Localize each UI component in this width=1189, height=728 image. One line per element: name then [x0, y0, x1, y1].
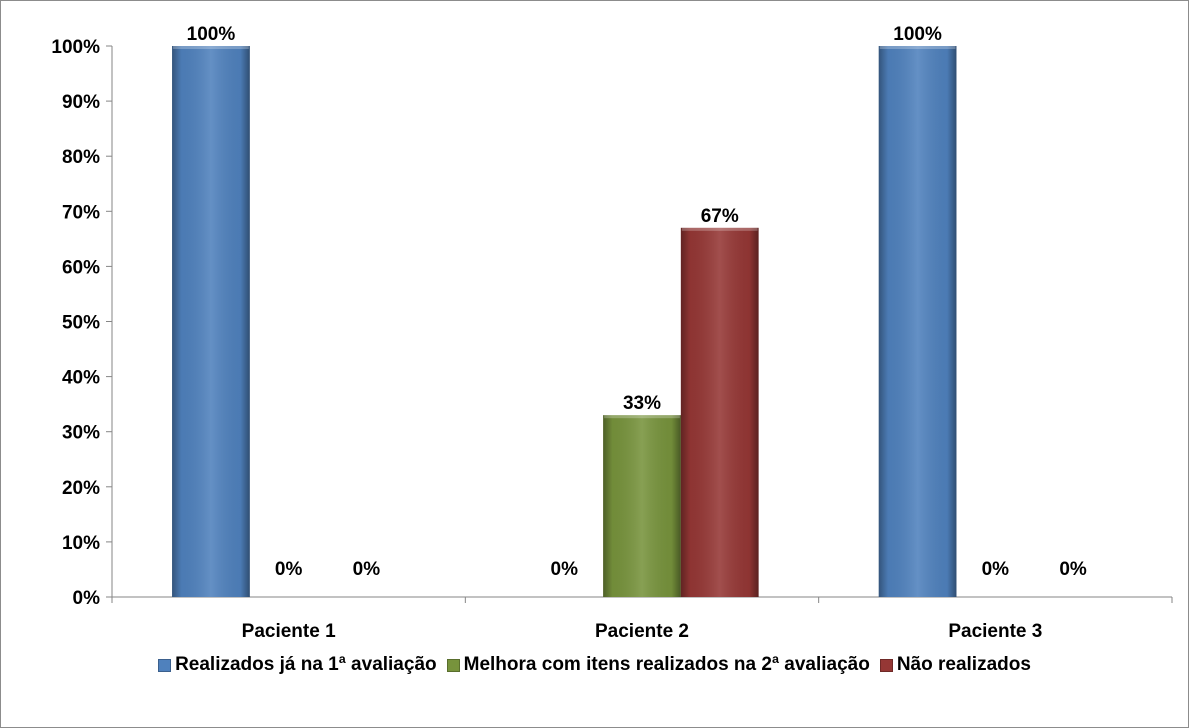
data-label: 100% [187, 24, 236, 45]
category-label: Paciente 3 [948, 621, 1042, 642]
legend-label: Melhora com itens realizados na 2ª avali… [463, 654, 870, 675]
legend-label: Não realizados [896, 654, 1031, 675]
legend-item: Não realizados [879, 654, 1031, 676]
legend: Realizados já na 1ª avaliação Melhora com… [0, 650, 1189, 680]
data-label: 33% [623, 393, 661, 414]
axes: 0% 10% 20% 30% 40% 50% 60% 70% 80% 90% 100% Pacient… [51, 37, 1173, 642]
y-tick-label: 0% [73, 588, 101, 609]
data-label: 0% [1059, 559, 1087, 580]
data-label: 0% [551, 559, 579, 580]
data-label: 0% [275, 559, 303, 580]
data-labels: 100% 0% 100% 0% 33% 0% 0% 67% 0% [187, 24, 1087, 580]
y-tick-label: 70% [62, 202, 100, 223]
legend-label: Realizados já na 1ª avaliação [175, 654, 437, 675]
y-tick-label: 40% [62, 368, 100, 389]
y-tick-label: 30% [62, 423, 100, 444]
bar [603, 415, 681, 597]
category-label: Paciente 1 [242, 621, 336, 642]
y-tick-label: 90% [62, 92, 100, 113]
bar [878, 46, 957, 597]
bars [172, 46, 957, 597]
y-tick-label: 10% [62, 533, 100, 554]
legend-swatch [158, 658, 172, 672]
category-label: Paciente 2 [595, 621, 689, 642]
y-tick-label: 60% [62, 257, 100, 278]
data-label: 67% [701, 206, 739, 227]
y-tick-label: 80% [62, 147, 100, 168]
y-tick-label: 50% [62, 313, 100, 334]
y-tick-label: 20% [62, 478, 100, 499]
data-label: 100% [893, 24, 942, 45]
bar [680, 227, 759, 597]
legend-item: Realizados já na 1ª avaliação [158, 654, 437, 676]
bar [172, 46, 250, 597]
data-label: 0% [982, 559, 1010, 580]
y-tick-label: 100% [51, 37, 100, 58]
legend-item: Melhora com itens realizados na 2ª avali… [446, 654, 870, 676]
legend-swatch [446, 658, 460, 672]
data-label: 0% [353, 559, 381, 580]
legend-swatch [879, 658, 893, 672]
